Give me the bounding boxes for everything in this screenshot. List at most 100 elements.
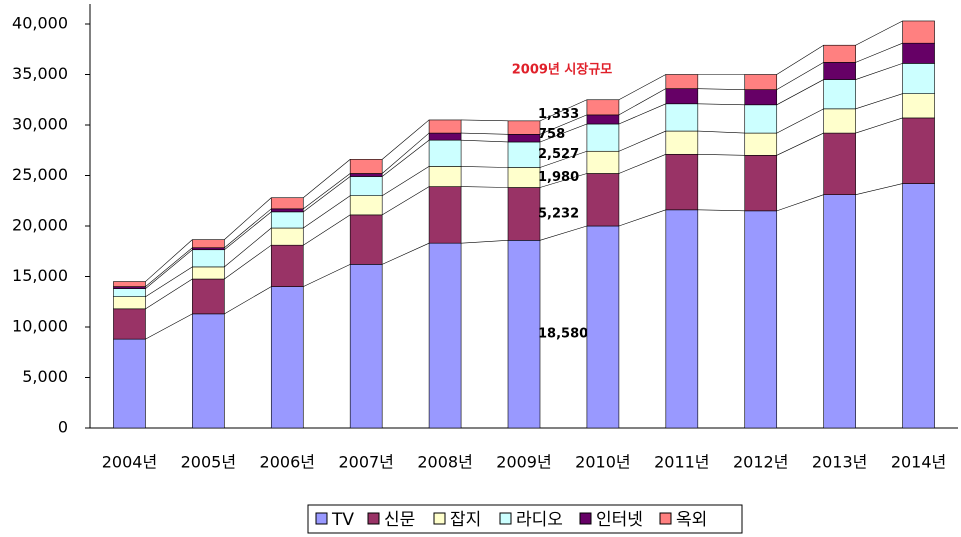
connector [381,132,430,174]
bar-segment [586,173,620,227]
connector [776,108,824,134]
bar-segment [349,264,383,429]
bar-segment [192,313,225,429]
x-tick-label: 2005년 [181,453,236,472]
bar-segment [586,99,620,116]
connector [224,211,272,250]
x-tick-label: 2006년 [260,453,315,472]
bar-segment [270,197,304,210]
y-tick-label: 35,000 [12,64,68,83]
bar-segment [823,79,856,110]
connector [539,123,588,143]
bar-segment [665,209,699,429]
connector [697,103,745,106]
connector [461,166,509,168]
legend-swatch [315,512,328,525]
bar-segment [586,150,620,174]
connector [145,278,193,310]
legend-swatch [433,512,446,525]
bar-segment [192,278,225,315]
data-label: 1,333 [538,107,579,122]
bar-segment [902,117,935,184]
connector [855,117,903,134]
bar-segment [586,114,620,125]
bar-segment [507,141,541,168]
bar-segment [349,159,383,174]
y-tick-label: 40,000 [12,14,68,33]
connector [855,20,903,46]
bar-segment [823,132,856,195]
bar-segment [665,103,699,132]
bar-segment [744,155,778,212]
legend-label: 신문 [384,510,415,530]
bar-segment [744,89,778,106]
connector [381,119,430,160]
data-label: 18,580 [538,327,588,342]
y-tick-label: 30,000 [12,115,68,134]
bar-segment [823,44,856,63]
connector [224,208,272,248]
connector [618,103,666,125]
x-tick-label: 2010년 [575,453,630,472]
connector [461,186,509,188]
legend-label: TV [331,510,354,530]
bar-segment [507,187,541,241]
connector [618,154,666,174]
bar-segment [349,214,383,265]
bar-segment [270,208,304,213]
connector [855,42,903,63]
connector [461,240,509,244]
bar-segment [823,194,856,429]
bar-segment [192,247,225,251]
connector [224,197,272,240]
bar-segment [823,108,856,134]
legend-swatch [659,512,672,525]
legend-label: 잡지 [450,510,481,530]
data-label: 758 [538,127,565,142]
connector [145,313,193,340]
connector [224,227,272,268]
bar-segment [665,130,699,155]
connector [303,173,351,210]
connector [224,244,272,280]
connector [776,44,824,75]
data-label: 2,527 [538,147,579,162]
connector [303,195,351,229]
connector [618,88,666,116]
y-tick-label: 15,000 [12,266,68,285]
connector [461,119,509,122]
connector [145,247,193,287]
x-tick-label: 2013년 [812,453,867,472]
bar-segment [823,62,856,80]
y-tick-label: 10,000 [12,317,68,336]
bar-segment [744,74,778,90]
bar-segment [270,227,304,246]
bar-segment [113,296,146,310]
connector [776,62,824,90]
connector [303,159,351,198]
connector [697,153,745,156]
bar-segment [665,74,699,89]
connector [145,239,193,282]
bar-segment [270,211,304,229]
bar-segment [902,20,935,44]
data-label: 1,980 [538,170,579,185]
connector [855,93,903,110]
bar-segment [507,240,541,429]
connector [461,139,509,143]
legend-label: 라디오 [516,510,563,530]
connector [855,63,903,80]
bar-segment [744,132,778,156]
bar-segment [113,288,146,297]
bar-segment [428,186,462,244]
connector [539,173,587,188]
connector [855,183,903,195]
bar-segment [507,167,541,188]
connector [618,130,666,152]
connector [776,194,824,212]
annotation: 2009년 시장규모 [512,62,613,78]
connector [697,88,745,90]
legend-swatch [367,512,380,525]
bar-segment [507,134,541,143]
